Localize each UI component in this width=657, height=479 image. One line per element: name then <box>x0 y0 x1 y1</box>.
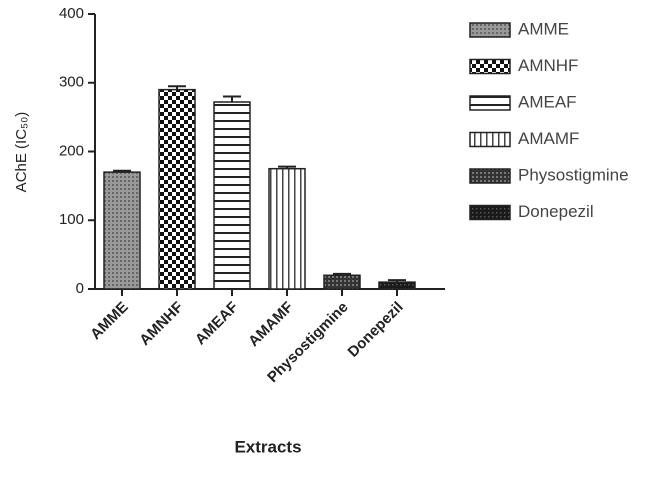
legend-swatch <box>469 204 511 221</box>
legend-label: Donepezil <box>518 202 594 221</box>
x-axis-title: Extracts <box>234 437 301 456</box>
legend-swatch <box>469 95 511 111</box>
legend-label: AMAMF <box>518 129 579 148</box>
legend-label: Physostigmine <box>518 165 629 184</box>
legend-swatch <box>469 22 511 38</box>
x-tick-label: AMEAF <box>192 299 242 349</box>
legend-label: AMEAF <box>518 92 577 111</box>
bar <box>323 274 361 290</box>
bar <box>103 171 141 290</box>
legend-swatch <box>469 131 511 148</box>
x-tick-label: AMME <box>87 299 131 343</box>
bar <box>213 101 251 290</box>
bar <box>378 281 416 290</box>
x-tick-label: AMAMF <box>245 299 296 350</box>
y-tick-label: 200 <box>59 142 84 159</box>
y-axis-title: AChE (IC₅₀) <box>13 112 30 193</box>
legend-swatch <box>469 168 511 184</box>
bar <box>158 88 196 290</box>
bar <box>268 167 306 290</box>
x-tick-label: Donepezil <box>345 299 407 361</box>
y-tick-label: 0 <box>76 280 84 297</box>
y-tick-label: 300 <box>59 74 84 91</box>
x-tick-label: AMNHF <box>136 299 186 349</box>
legend-label: AMNHF <box>518 56 578 75</box>
y-tick-label: 400 <box>59 5 84 22</box>
legend-swatch <box>469 58 511 75</box>
legend-label: AMME <box>518 19 569 38</box>
y-tick-label: 100 <box>59 211 84 228</box>
